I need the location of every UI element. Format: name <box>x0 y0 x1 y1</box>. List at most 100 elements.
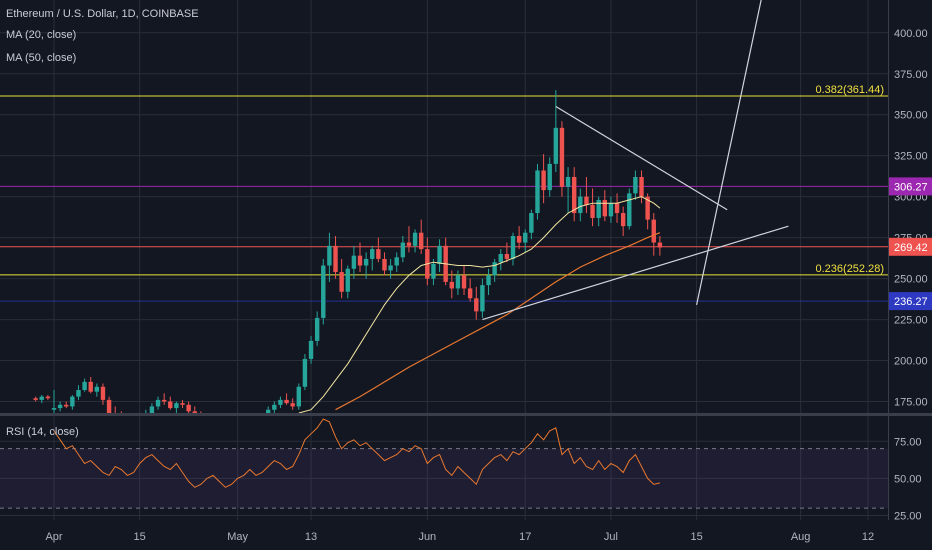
candle-body[interactable] <box>431 263 436 279</box>
candle-body[interactable] <box>351 255 357 269</box>
candle-body[interactable] <box>639 177 644 197</box>
candle-body[interactable] <box>608 203 614 217</box>
candle-body[interactable] <box>321 265 326 318</box>
rsi-legend[interactable]: RSI (14, close) <box>6 426 79 438</box>
candle-body[interactable] <box>461 275 467 289</box>
candle-body[interactable] <box>602 199 607 217</box>
ma50-legend[interactable]: MA (50, close) <box>6 52 77 64</box>
candle-body[interactable] <box>455 275 461 289</box>
price-tick-label: 350.00 <box>894 110 928 122</box>
candle-body[interactable] <box>412 232 418 246</box>
candle-body[interactable] <box>547 163 552 191</box>
fib-level-label: 0.236(252.28) <box>816 263 885 275</box>
trendline[interactable] <box>555 106 728 211</box>
candle-body[interactable] <box>504 254 510 259</box>
candle-body[interactable] <box>296 386 301 407</box>
candle-body[interactable] <box>590 204 595 218</box>
candle-body[interactable] <box>498 254 503 263</box>
candle-body[interactable] <box>633 177 638 194</box>
candle-body[interactable] <box>596 199 601 218</box>
candle-body[interactable] <box>266 409 271 413</box>
candle-body[interactable] <box>308 340 314 359</box>
candle-body[interactable] <box>290 403 295 407</box>
candle-body[interactable] <box>400 242 406 258</box>
candle-body[interactable] <box>535 170 540 214</box>
trendline[interactable] <box>696 0 764 305</box>
ma20-legend[interactable]: MA (20, close) <box>6 29 77 41</box>
candle-body[interactable] <box>627 193 632 227</box>
candle-body[interactable] <box>284 399 289 404</box>
candle-body[interactable] <box>45 396 51 399</box>
candle-body[interactable] <box>523 232 528 243</box>
candle-body[interactable] <box>314 317 320 341</box>
candle-body[interactable] <box>174 403 179 409</box>
candle-body[interactable] <box>370 249 375 259</box>
candle-body[interactable] <box>180 403 185 405</box>
price-badge-price[interactable] <box>889 237 932 256</box>
price-badge-label: 269.42 <box>894 242 928 254</box>
candle-body[interactable] <box>645 196 650 220</box>
candle-body[interactable] <box>572 177 577 214</box>
candle-body[interactable] <box>486 275 491 286</box>
candle-body[interactable] <box>363 258 369 266</box>
candle-body[interactable] <box>357 255 363 266</box>
candle-body[interactable] <box>106 399 112 413</box>
price-tick-label: 175.00 <box>894 397 928 409</box>
candle-body[interactable] <box>449 281 454 289</box>
candle-body[interactable] <box>278 399 283 405</box>
symbol-legend[interactable]: Ethereum / U.S. Dollar, 1D, COINBASE <box>6 8 199 20</box>
candle-body[interactable] <box>467 288 473 299</box>
candle-body[interactable] <box>192 411 197 413</box>
candle-body[interactable] <box>584 196 589 205</box>
candle-body[interactable] <box>614 203 620 214</box>
candle-body[interactable] <box>82 381 87 391</box>
price-badge-magenta[interactable] <box>889 177 932 196</box>
candle-body[interactable] <box>541 170 546 191</box>
candle-body[interactable] <box>394 257 399 266</box>
candle-body[interactable] <box>272 404 277 410</box>
candle-body[interactable] <box>76 390 81 397</box>
candle-body[interactable] <box>651 219 656 243</box>
candle-body[interactable] <box>302 358 308 387</box>
candle-body[interactable] <box>510 236 516 259</box>
candle-body[interactable] <box>51 408 57 410</box>
candle-body[interactable] <box>155 399 161 407</box>
price-badge-support[interactable] <box>889 292 932 311</box>
candle-body[interactable] <box>149 406 155 413</box>
candle-body[interactable] <box>559 127 565 187</box>
date-tick-label: Apr <box>45 531 62 543</box>
candle-body[interactable] <box>39 396 44 400</box>
candle-body[interactable] <box>186 404 191 412</box>
candle-body[interactable] <box>88 381 93 392</box>
candle-body[interactable] <box>70 396 75 407</box>
candle-body[interactable] <box>419 232 424 250</box>
candle-body[interactable] <box>57 404 63 409</box>
trendline[interactable] <box>482 225 789 321</box>
candle-body[interactable] <box>64 404 69 407</box>
candle-body[interactable] <box>345 268 350 292</box>
candle-body[interactable] <box>578 196 583 214</box>
candle-body[interactable] <box>529 213 534 233</box>
candle-body[interactable] <box>161 399 167 402</box>
candle-body[interactable] <box>100 386 106 400</box>
candle-body[interactable] <box>406 242 412 246</box>
candle-body[interactable] <box>553 127 559 164</box>
candle-body[interactable] <box>516 236 522 243</box>
candle-body[interactable] <box>480 285 485 312</box>
candle-body[interactable] <box>33 398 38 400</box>
candle-body[interactable] <box>94 386 100 392</box>
candle-body[interactable] <box>333 245 338 273</box>
candle-body[interactable] <box>437 245 442 264</box>
candle-body[interactable] <box>492 262 497 276</box>
candle-body[interactable] <box>565 177 571 187</box>
candle-body[interactable] <box>376 249 381 259</box>
candle-body[interactable] <box>382 258 387 271</box>
candle-body[interactable] <box>339 272 344 292</box>
candle-body[interactable] <box>168 401 173 409</box>
candle-body[interactable] <box>657 242 663 248</box>
candle-body[interactable] <box>474 298 479 312</box>
candle-body[interactable] <box>620 213 626 227</box>
candle-body[interactable] <box>388 265 393 271</box>
candle-body[interactable] <box>327 245 332 266</box>
